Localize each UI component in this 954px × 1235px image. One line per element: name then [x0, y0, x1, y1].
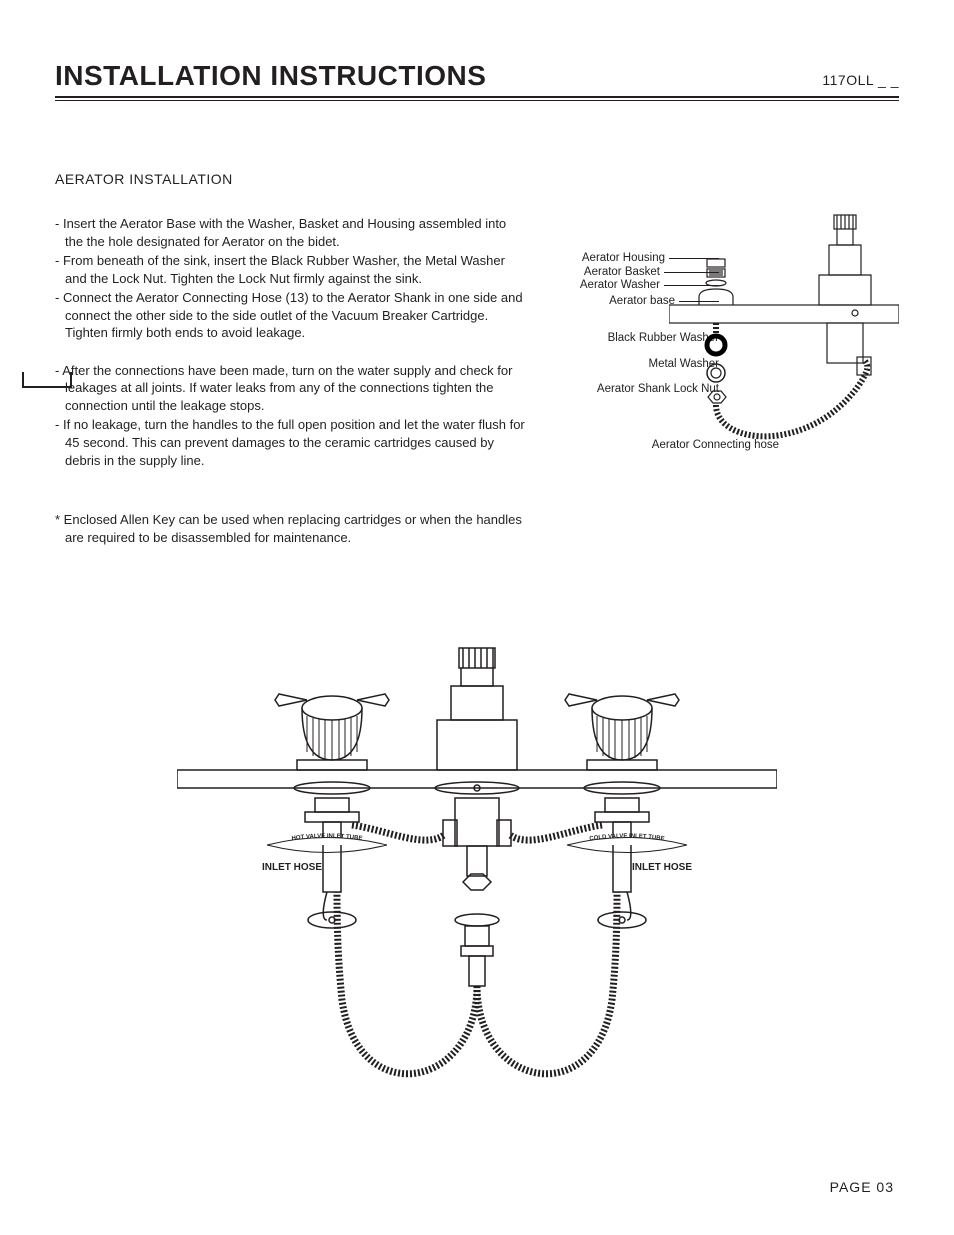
note: * Enclosed Allen Key can be used when re…	[55, 511, 525, 546]
model-number: 117OLL _ _	[822, 72, 899, 88]
bullet-item: From beneath of the sink, insert the Bla…	[55, 252, 525, 287]
content-row: Insert the Aerator Base with the Washer,…	[55, 215, 899, 546]
main-faucet-diagram: HOT VALVE INLET TUBE COLD VALVE INLET TU…	[0, 620, 954, 1140]
instructions-text: Insert the Aerator Base with the Washer,…	[55, 215, 525, 546]
bullet-item: Insert the Aerator Base with the Washer,…	[55, 215, 525, 250]
bullet-group-2: After the connections have been made, tu…	[55, 362, 525, 469]
aerator-svg	[669, 205, 899, 465]
bullet-item: If no leakage, turn the handles to the f…	[55, 416, 525, 469]
bullet-group-1: Insert the Aerator Base with the Washer,…	[55, 215, 525, 342]
inlet-hose-right-label: INLET HOSE	[632, 862, 692, 873]
aerator-diagram: Aerator Housing Aerator Basket Aerator W…	[525, 215, 899, 475]
page-header: INSTALLATION INSTRUCTIONS 117OLL _ _	[55, 60, 899, 98]
page-footer: PAGE 03	[830, 1179, 894, 1195]
bullet-item: Connect the Aerator Connecting Hose (13)…	[55, 289, 525, 342]
page-title: INSTALLATION INSTRUCTIONS	[55, 60, 486, 92]
bullet-item: After the connections have been made, tu…	[55, 362, 525, 415]
faucet-svg: HOT VALVE INLET TUBE COLD VALVE INLET TU…	[177, 620, 777, 1140]
inlet-hose-left-label: INLET HOSE	[262, 862, 322, 873]
section-title: AERATOR INSTALLATION	[55, 171, 899, 187]
header-rule	[55, 100, 899, 101]
bracket-icon	[22, 372, 72, 388]
